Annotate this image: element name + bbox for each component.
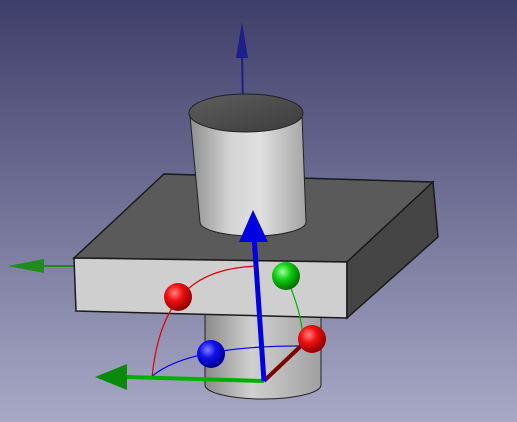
x-rotation-sphere-back[interactable] — [298, 325, 326, 353]
dragger-x-axis[interactable] — [262, 343, 304, 383]
global-y-axis — [8, 259, 78, 273]
dragger-z-axis[interactable] — [239, 210, 268, 382]
z-rotation-sphere[interactable] — [197, 340, 225, 368]
x-rotation-sphere[interactable] — [164, 283, 192, 311]
upper-cylinder[interactable] — [188, 93, 307, 237]
y-rotation-sphere[interactable] — [272, 262, 300, 290]
dragger-y-axis[interactable] — [95, 364, 265, 390]
